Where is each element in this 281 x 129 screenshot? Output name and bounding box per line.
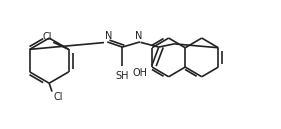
Text: OH: OH [133,68,148,78]
Text: Cl: Cl [53,92,63,102]
Text: N: N [135,31,142,41]
Text: Cl: Cl [42,32,52,42]
Text: SH: SH [115,71,129,81]
Text: N: N [105,31,113,41]
